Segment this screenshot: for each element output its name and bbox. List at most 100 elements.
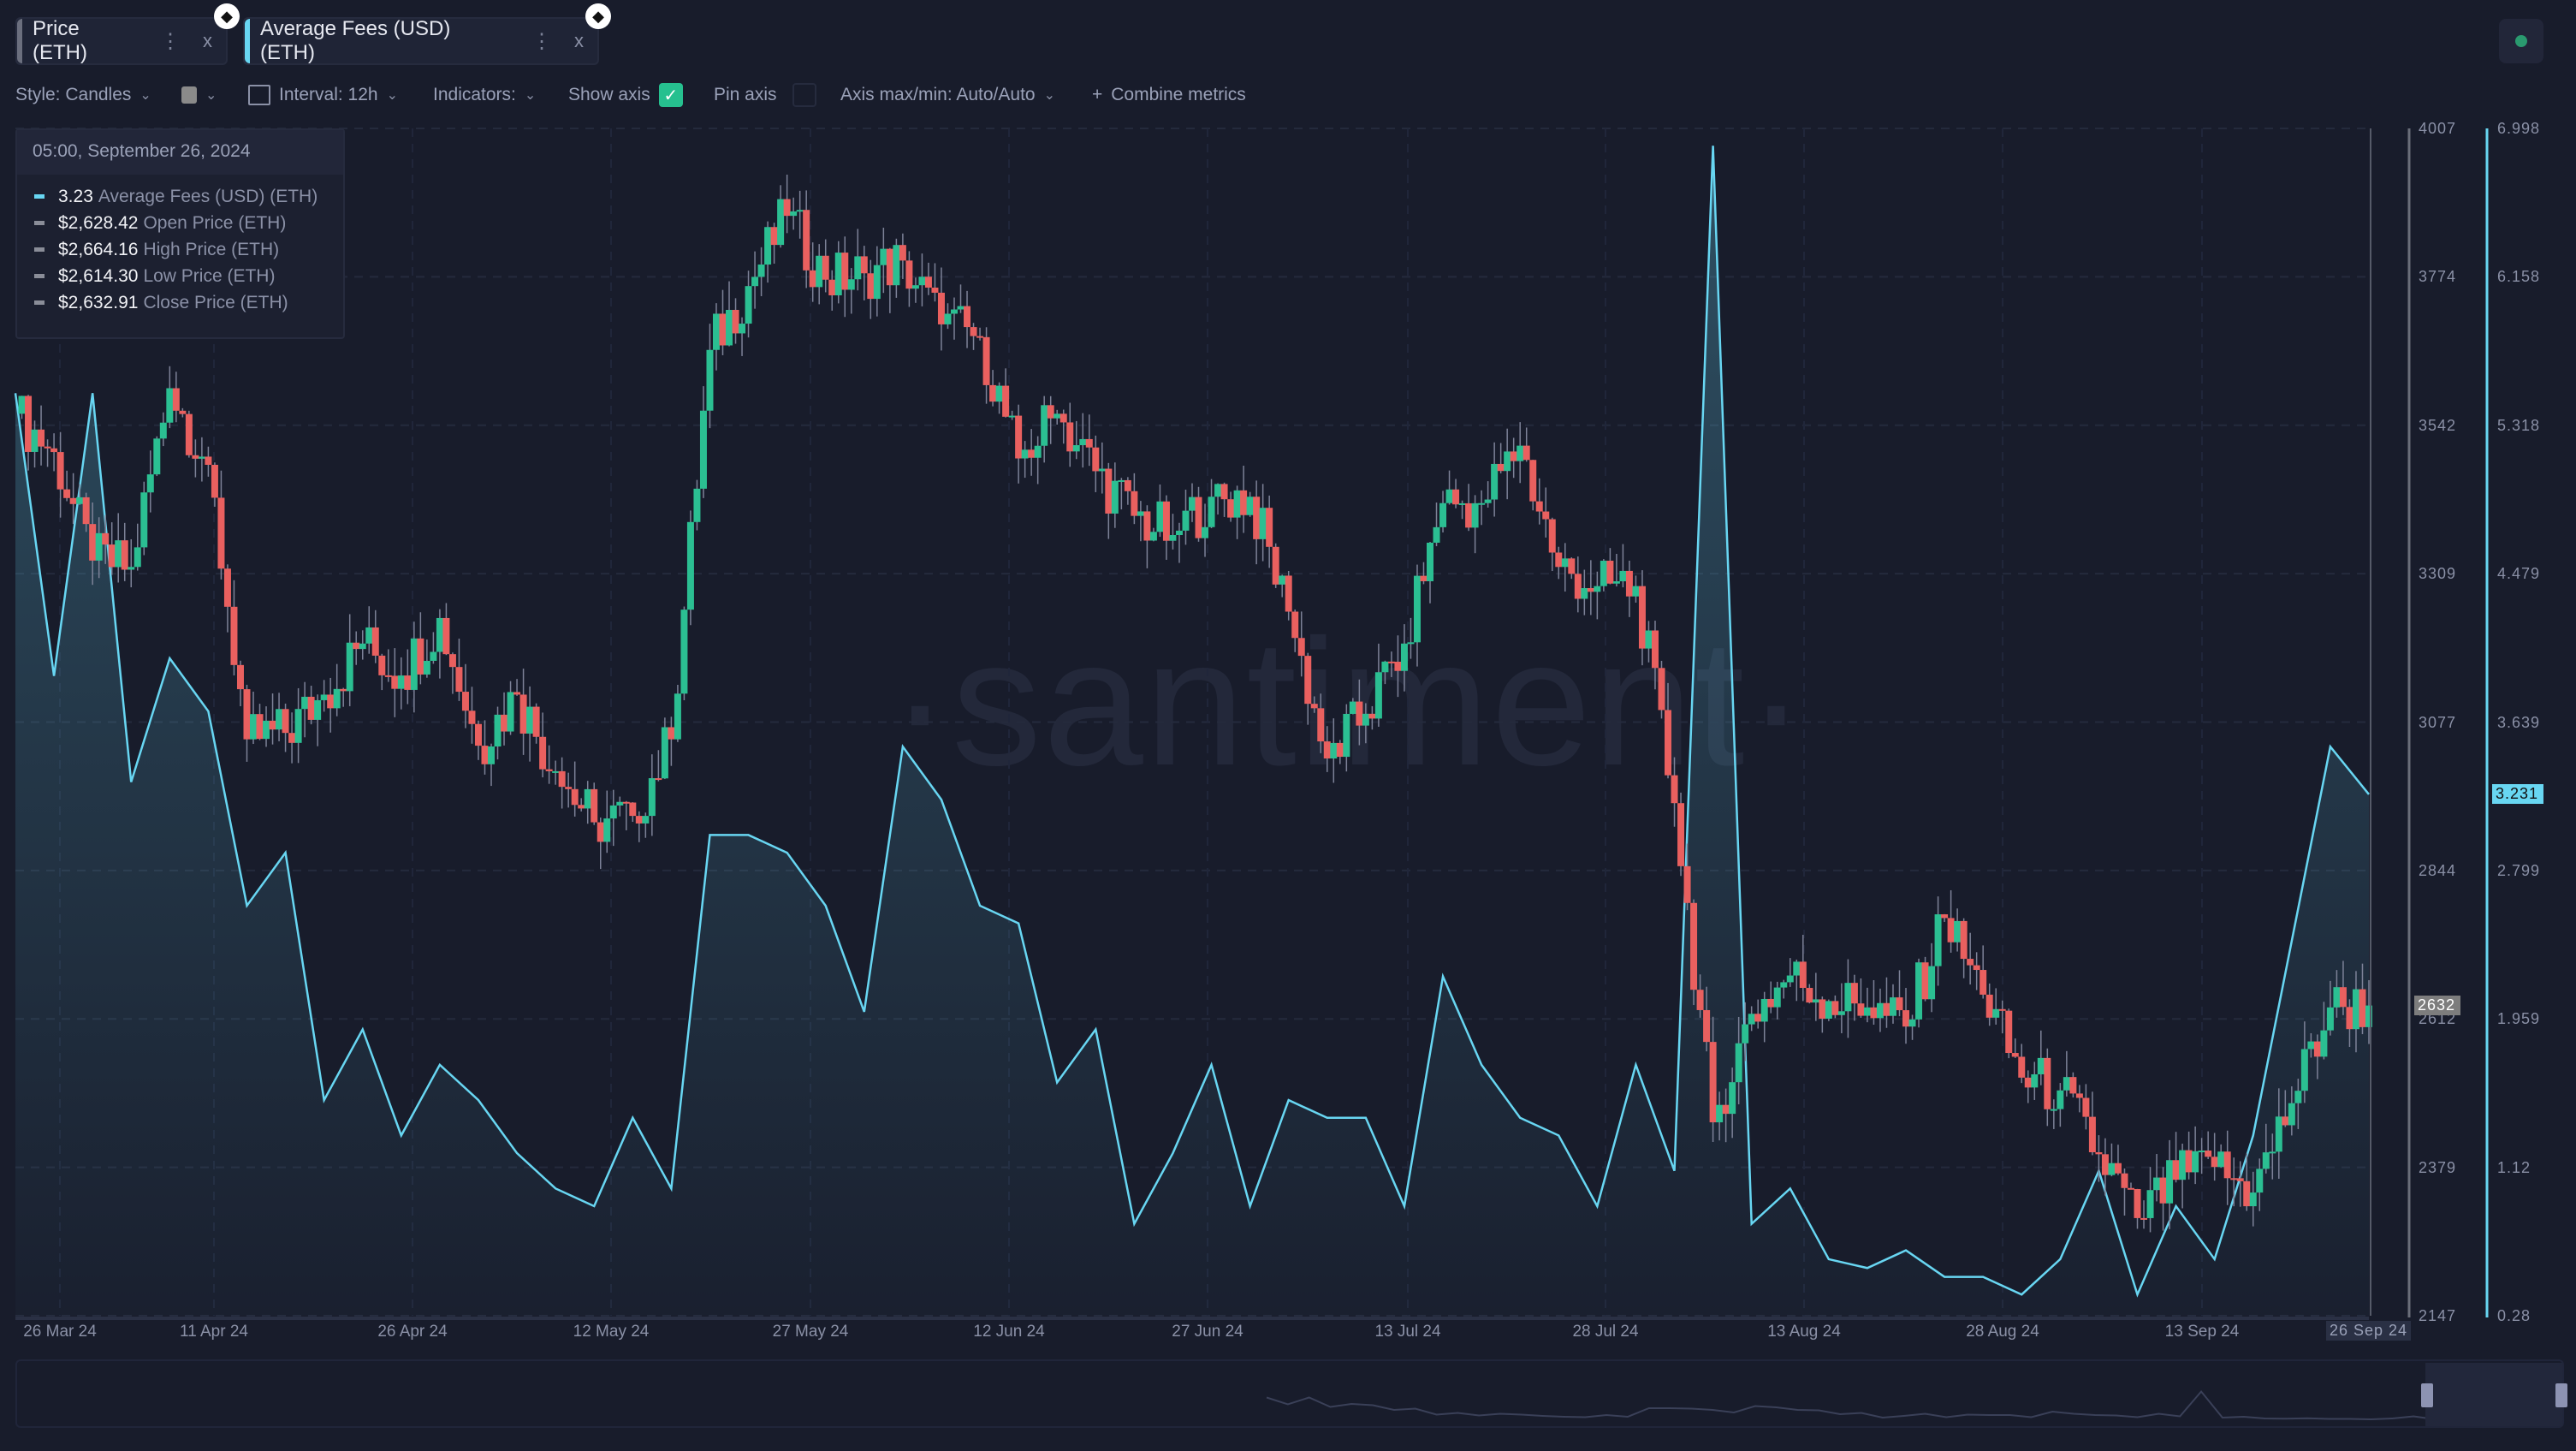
interval-dropdown[interactable]: Interval: 12h ⌄ (248, 82, 398, 108)
candle-body (1568, 558, 1576, 574)
candle-body (1510, 451, 1517, 461)
show-axis-checkbox[interactable]: ✓ (658, 83, 683, 107)
candle-body (1220, 484, 1228, 500)
navigator-right-handle[interactable] (2555, 1383, 2567, 1407)
candle-body (899, 245, 906, 261)
chevron-down-icon: ⌄ (139, 88, 151, 103)
tab-price-eth[interactable]: Price (ETH) ⋮ x (15, 17, 228, 65)
candle-body (2063, 1077, 2070, 1091)
candle-body (1850, 983, 1858, 1004)
candle-body (1696, 990, 1704, 1010)
candle-body (635, 816, 643, 824)
candle-body (1542, 511, 1550, 520)
candle-body (2146, 1190, 2154, 1218)
candle-body (1671, 775, 1678, 804)
pin-axis-checkbox[interactable] (792, 83, 816, 107)
price-axis-tick: 3542 (2419, 416, 2457, 434)
candle-body (1253, 497, 1261, 539)
show-axis-toggle[interactable]: Show axis ✓ (568, 82, 683, 108)
candle-body (834, 253, 842, 295)
candle-body (770, 227, 778, 246)
style-dropdown[interactable]: Style: Candles ⌄ (15, 82, 151, 108)
pin-axis-label: Pin axis (714, 85, 777, 104)
tooltip-value: $2,614.30 (58, 265, 139, 286)
candle-body (1941, 914, 1949, 919)
combine-metrics-label: Combine metrics (1111, 85, 1246, 104)
candle-body (2127, 1187, 2134, 1190)
candle-body (1143, 511, 1151, 541)
candle-body (1381, 661, 1389, 673)
candle-body (1189, 497, 1196, 511)
candle-body (223, 568, 231, 607)
indicators-dropdown[interactable]: Indicators: ⌄ (433, 82, 536, 108)
tab-menu-icon[interactable]: ⋮ (531, 29, 552, 53)
price-axis-tick: 2844 (2419, 861, 2457, 879)
candle-body (1947, 918, 1955, 943)
combine-metrics-button[interactable]: + Combine metrics (1092, 82, 1246, 108)
candle-body (1259, 508, 1267, 539)
candle-body (2282, 1116, 2289, 1126)
candle-body (1517, 445, 1524, 461)
candle-body (680, 610, 688, 694)
candle-body (153, 438, 161, 475)
candle-body (1002, 385, 1010, 417)
ethereum-icon: ◆ (585, 3, 611, 29)
candle-body (584, 788, 591, 809)
fees-axis-tick: 6.998 (2497, 120, 2541, 137)
candle-body (1362, 713, 1369, 726)
candle-body (2024, 1077, 2032, 1088)
navigator-selection[interactable] (2425, 1363, 2562, 1426)
candle-body (745, 286, 752, 324)
color-picker[interactable]: ⌄ (181, 82, 217, 108)
navigator-left-handle[interactable] (2421, 1383, 2433, 1407)
candle-body (2018, 1056, 2026, 1078)
candle-body (198, 456, 205, 459)
candle-body (1954, 920, 1962, 943)
candle-body (2275, 1116, 2282, 1152)
candle-body (269, 720, 276, 730)
pin-axis-toggle[interactable]: Pin axis (714, 82, 816, 108)
range-navigator[interactable] (15, 1359, 2564, 1428)
candle-body (1111, 480, 1119, 514)
tab-color-bar (17, 19, 22, 63)
candle-body (1021, 449, 1029, 459)
candle-body (578, 805, 585, 809)
tab-close-icon[interactable]: x (203, 30, 212, 51)
candle-body (2153, 1177, 2161, 1191)
tooltip-row: $2,628.42 Open Price (ETH) (17, 210, 343, 236)
fees-axis-tick: 5.318 (2497, 416, 2541, 434)
candle-body (501, 714, 508, 732)
candle-body (346, 642, 353, 692)
candle-body (159, 422, 167, 439)
settings-button[interactable] (2499, 19, 2543, 63)
candle-body (1870, 1007, 1878, 1019)
candle-body (2198, 1151, 2205, 1153)
tab-average-fees[interactable]: Average Fees (USD) (ETH) ⋮ x (243, 17, 599, 65)
candle-body (513, 692, 521, 695)
candle-body (1246, 497, 1254, 515)
candle-body (1522, 445, 1530, 461)
candle-body (1279, 575, 1286, 585)
tab-label: Average Fees (USD) (ETH) (260, 17, 451, 64)
candle-body (1285, 575, 1292, 612)
candle-body (1606, 561, 1614, 584)
axis-maxmin-dropdown[interactable]: Axis max/min: Auto/Auto ⌄ (840, 82, 1055, 108)
candle-body (2307, 1041, 2315, 1050)
candle-body (76, 497, 84, 504)
candle-body (1413, 575, 1421, 643)
candle-body (179, 410, 187, 414)
tab-close-icon[interactable]: x (574, 30, 584, 51)
candle-body (622, 801, 630, 804)
tab-menu-icon[interactable]: ⋮ (160, 29, 181, 53)
candle-body (597, 822, 604, 842)
candle-body (2256, 1169, 2264, 1193)
candle-body (655, 778, 662, 781)
candle-body (410, 638, 418, 690)
calendar-icon (248, 85, 270, 105)
fees-axis-tick: 2.799 (2497, 861, 2541, 879)
candle-body (693, 488, 701, 522)
candle-body (2313, 1041, 2321, 1057)
candle-body (1780, 982, 1788, 988)
chevron-down-icon: ⌄ (205, 88, 217, 103)
